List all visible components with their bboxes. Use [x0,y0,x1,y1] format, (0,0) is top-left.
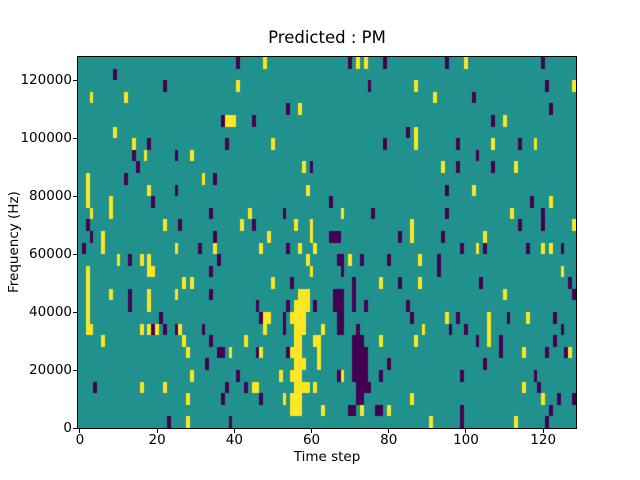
x-tick-label: 20 [148,432,166,448]
x-tick [79,429,81,433]
y-tick-label: 60000 [29,246,72,263]
x-axis-label: Time step [293,449,361,465]
y-tick [73,79,77,81]
x-tick-label: 0 [75,432,85,448]
plot-area [77,56,577,429]
x-tick-label: 100 [453,432,479,448]
x-tick-label: 60 [302,432,321,448]
x-tick [233,429,235,433]
y-tick-label: 40000 [29,304,72,321]
chart-title: Predicted : PM [268,28,386,47]
x-tick [311,429,313,433]
y-tick [73,195,77,197]
x-tick-label: 80 [380,432,398,448]
y-tick [73,137,77,139]
y-tick [73,253,77,255]
y-tick-label: 100000 [20,130,72,147]
x-tick [542,429,544,433]
y-tick-label: 120000 [20,72,72,89]
x-tick-label: 120 [530,432,557,448]
heatmap-canvas [78,57,576,428]
x-tick-label: 40 [225,432,243,448]
y-tick [73,311,77,313]
x-tick [465,429,467,433]
x-tick [388,429,390,433]
x-tick [156,429,158,433]
y-axis-label: Frequency (Hz) [6,191,22,294]
y-tick-label: 0 [63,420,72,436]
y-tick-label: 20000 [29,362,72,379]
y-tick-label: 80000 [29,188,72,205]
y-tick [73,369,77,371]
y-tick [73,427,77,429]
